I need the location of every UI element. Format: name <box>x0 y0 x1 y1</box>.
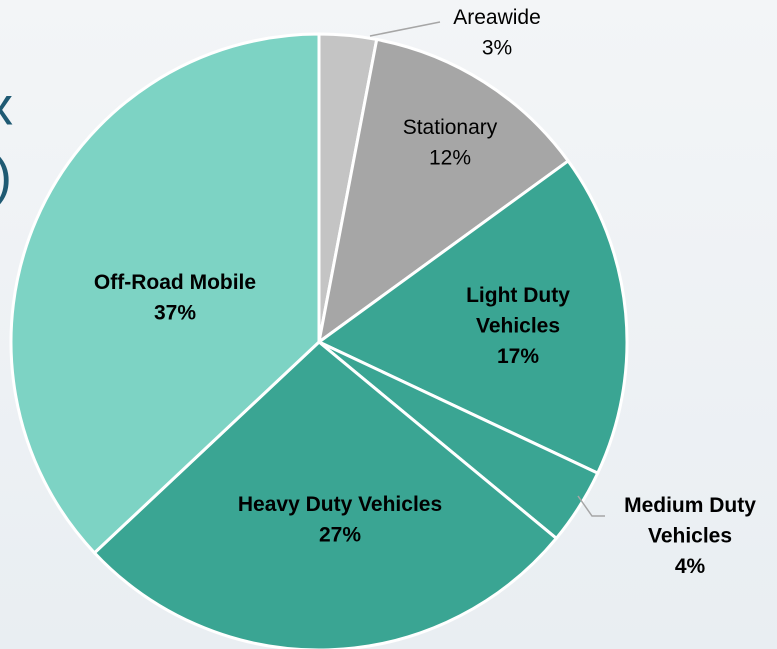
value-label: 4% <box>675 555 706 578</box>
value-label: 17% <box>497 345 539 368</box>
category-label: Vehicles <box>648 524 732 547</box>
category-label: Light Duty <box>466 284 570 307</box>
value-label: 3% <box>482 36 512 59</box>
pie-slice <box>316 37 571 346</box>
pie-slice <box>9 32 321 555</box>
category-label: Stationary <box>403 116 498 139</box>
slice-label: Off-Road Mobile 37% <box>94 271 256 325</box>
slice-label: Medium Duty Vehicles 4% <box>624 494 756 578</box>
leader-line <box>577 495 605 517</box>
category-label: Off-Road Mobile <box>94 271 256 294</box>
title-fragment: ) <box>0 146 12 206</box>
category-label: Heavy Duty Vehicles <box>238 493 442 516</box>
leader-line <box>369 21 441 37</box>
pie <box>9 32 629 649</box>
category-label: Medium Duty <box>624 494 756 517</box>
slice-label: Heavy Duty Vehicles 27% <box>238 493 442 547</box>
value-label: 12% <box>429 146 471 169</box>
title-fragment: x <box>0 76 13 136</box>
pie-slice <box>92 340 559 649</box>
category-label: Areawide <box>453 6 541 29</box>
value-label: 37% <box>154 301 196 324</box>
slice-label: Light Duty Vehicles 17% <box>466 284 570 368</box>
slice-label: Areawide 3% <box>453 6 541 60</box>
pie-slice <box>316 158 629 476</box>
slice-label: Stationary 12% <box>403 116 498 170</box>
value-label: 27% <box>319 523 361 546</box>
category-label: Vehicles <box>476 314 560 337</box>
